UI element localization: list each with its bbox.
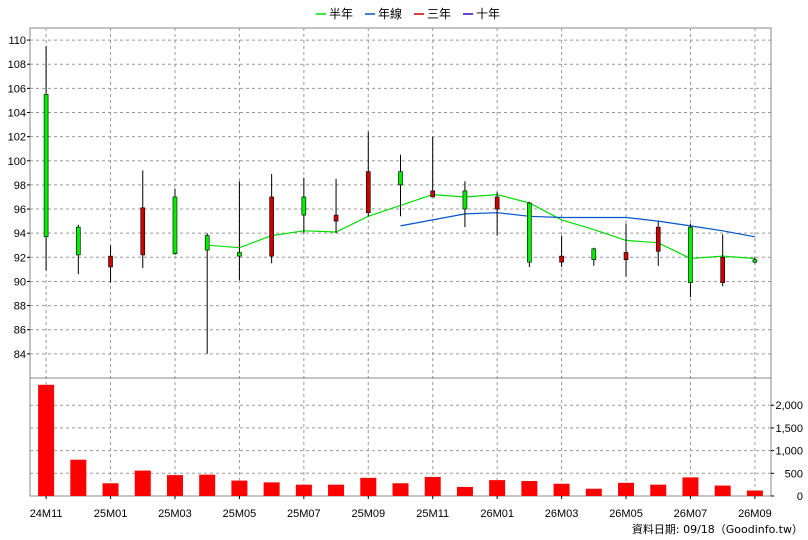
volume-bar xyxy=(134,470,151,496)
volume-bar xyxy=(714,485,731,496)
volume-axis: 0 500 1,000 1,500 2,000 xyxy=(771,400,803,503)
price-tick-label: 106 xyxy=(8,83,26,95)
candle-body xyxy=(301,196,307,216)
volume-bar xyxy=(263,482,280,496)
volume-bar xyxy=(618,482,635,496)
volume-bar xyxy=(392,483,409,496)
volume-tick-label: 1,000 xyxy=(775,446,803,458)
volume-bar xyxy=(199,474,216,496)
volume-bar xyxy=(746,490,763,496)
legend-label: 三年 xyxy=(427,7,451,21)
volume-bar xyxy=(328,484,345,496)
x-tick-label: 26M01 xyxy=(480,508,514,520)
candlesticks xyxy=(43,46,758,354)
price-tick-label: 92 xyxy=(14,252,26,264)
price-tick-label: 96 xyxy=(14,204,26,216)
price-tick-label: 86 xyxy=(14,325,26,337)
volume-bar xyxy=(38,384,55,496)
x-tick-label: 25M05 xyxy=(223,508,257,520)
year-ma-line xyxy=(400,212,756,238)
price-tick-label: 98 xyxy=(14,180,26,192)
volume-bar xyxy=(231,480,248,496)
x-tick-label: 25M09 xyxy=(351,508,385,520)
legend-label: 十年 xyxy=(476,7,500,21)
volume-bar xyxy=(70,459,87,496)
volume-tick-label: 500 xyxy=(785,468,803,480)
price-tick-label: 88 xyxy=(14,301,26,313)
candle-body xyxy=(43,94,49,238)
legend-label: 年線 xyxy=(378,6,402,21)
candle-body xyxy=(494,196,500,210)
volume-bar xyxy=(166,475,183,496)
x-tick-label: 26M09 xyxy=(738,508,772,520)
volume-bar xyxy=(682,477,699,496)
candle-body xyxy=(333,214,339,222)
x-tick-label: 25M11 xyxy=(416,508,449,520)
candle-body xyxy=(365,171,371,213)
volume-bar xyxy=(521,481,538,496)
price-tick-label: 84 xyxy=(14,349,26,361)
x-tick-label: 25M07 xyxy=(287,508,321,520)
x-tick-label: 26M07 xyxy=(674,508,708,520)
candle-body xyxy=(591,248,597,261)
price-tick-label: 90 xyxy=(14,276,26,288)
volume-tick-label: 0 xyxy=(797,491,803,503)
volume-bar xyxy=(102,483,119,496)
price-tick-label: 94 xyxy=(14,228,26,240)
x-tick-label: 25M01 xyxy=(94,508,128,520)
price-tick-label: 104 xyxy=(8,107,26,119)
price-tick-label: 102 xyxy=(8,132,26,144)
x-axis: 24M11 25M01 25M03 25M05 25M07 25M09 25M11 26M01… xyxy=(30,496,772,520)
candle-body xyxy=(108,255,113,268)
candle-body xyxy=(237,252,242,257)
volume-bar xyxy=(295,484,312,496)
volume-bar xyxy=(489,480,506,496)
candle-body xyxy=(140,207,146,256)
candle-body xyxy=(204,235,210,251)
volume-bar xyxy=(456,486,473,496)
chart-legend: 半年 年線 三年 十年 xyxy=(316,6,500,21)
candle-body xyxy=(172,196,178,254)
volume-bars xyxy=(38,384,763,496)
price-tick-label: 100 xyxy=(8,156,26,168)
volume-bar xyxy=(360,477,377,496)
candle-body xyxy=(76,226,81,256)
candle-body xyxy=(720,257,725,283)
volume-tick-label: 1,500 xyxy=(775,423,803,435)
moving-average-lines xyxy=(207,193,756,260)
price-tick-label: 108 xyxy=(8,59,26,71)
candle-body xyxy=(398,171,403,186)
plot-frame xyxy=(29,27,772,497)
legend-label: 半年 xyxy=(329,7,353,21)
candle-body xyxy=(462,190,468,210)
price-axis: 84 86 88 90 92 94 96 98 100 102 104 106 108 110 xyxy=(8,35,30,361)
x-tick-label: 25M03 xyxy=(158,508,192,520)
candle-body xyxy=(269,196,274,257)
candle-body xyxy=(688,226,693,283)
candle-body xyxy=(623,252,629,261)
x-tick-label: 26M03 xyxy=(545,508,579,520)
volume-bar xyxy=(424,476,441,496)
data-date-note: 資料日期: 09/18（Goodinfo.tw） xyxy=(632,522,803,536)
candle-body xyxy=(430,190,436,198)
volume-bar xyxy=(553,483,570,496)
volume-tick-label: 2,000 xyxy=(775,400,803,412)
volume-bar xyxy=(650,484,667,496)
price-tick-label: 110 xyxy=(8,35,26,47)
volume-bar xyxy=(585,488,602,496)
grid-lines xyxy=(29,27,772,497)
candle-body xyxy=(752,259,758,263)
candle-body xyxy=(655,226,661,252)
half-year-ma-line xyxy=(207,193,755,260)
x-tick-label: 26M05 xyxy=(609,508,643,520)
x-tick-label: 24M11 xyxy=(30,508,63,520)
candle-body xyxy=(527,202,532,263)
candle-body xyxy=(559,255,564,263)
